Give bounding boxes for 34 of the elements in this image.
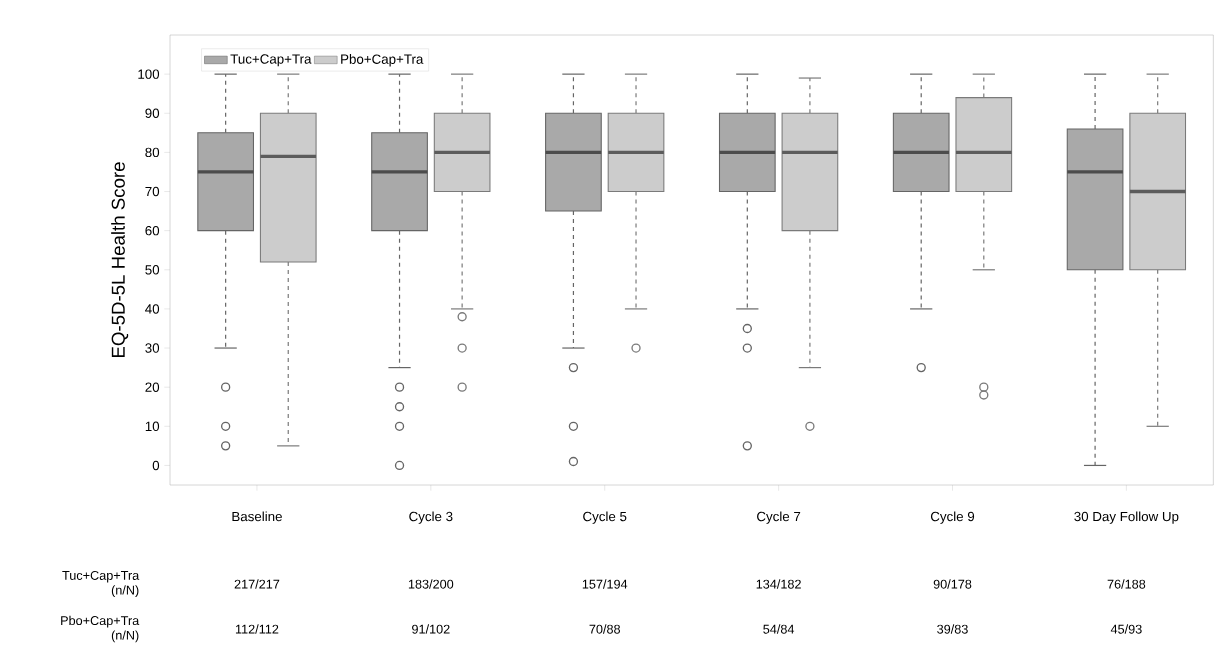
- text: 70/88: [589, 624, 621, 634]
- y-tick-label: 100: [138, 69, 160, 79]
- text: 54/84: [763, 624, 795, 634]
- text: 76/188: [1107, 579, 1146, 589]
- legend-label: Tuc+Cap+Tra: [230, 54, 312, 67]
- text: 90/178: [933, 579, 972, 589]
- x-tick-label: Baseline: [232, 511, 282, 522]
- y-tick-label: 70: [145, 186, 160, 197]
- text: 112/112: [235, 624, 279, 634]
- y-tick-label: 30: [145, 343, 160, 353]
- y-tick-label: 10: [145, 421, 160, 432]
- x-tick-label: Cycle 9: [930, 511, 975, 524]
- x-tick-label: Cycle 5: [583, 511, 627, 524]
- text: 157/194: [582, 579, 628, 589]
- text: 217/217: [234, 579, 280, 589]
- y-tick-label: 60: [145, 225, 160, 236]
- text: 45/93: [1110, 624, 1142, 634]
- x-tick-label: 30 Day Follow Up: [1074, 511, 1179, 524]
- text: 39/83: [937, 624, 968, 634]
- y-tick-label: 0: [152, 460, 160, 471]
- y-tick-label: 40: [145, 304, 160, 314]
- legend-label: Pbo+Cap+Tra: [341, 54, 424, 67]
- y-axis-title: EQ-5D-5L Health Score: [111, 162, 129, 358]
- text: 134/182: [756, 579, 801, 589]
- text: Tuc+Cap+Tra (n/N): [62, 570, 140, 598]
- y-tick-label: 80: [145, 147, 160, 158]
- y-tick-label: 50: [145, 265, 160, 275]
- text: Pbo+Cap+Tra (n/N): [61, 615, 140, 643]
- y-tick-label: 90: [145, 108, 160, 118]
- text: 183/200: [408, 579, 454, 589]
- x-tick-label: Cycle 3: [409, 511, 453, 524]
- y-tick-label: 20: [145, 382, 160, 392]
- x-tick-label: Cycle 7: [757, 511, 801, 524]
- text: 91/102: [412, 624, 450, 634]
